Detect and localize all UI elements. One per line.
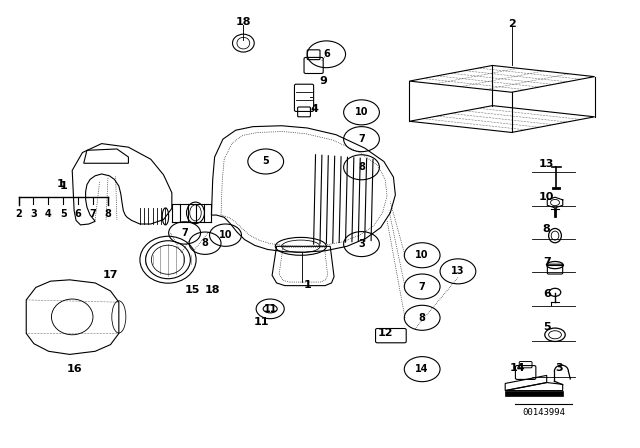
Text: 18: 18 bbox=[236, 17, 251, 27]
Text: 14: 14 bbox=[510, 363, 526, 373]
Text: 7: 7 bbox=[90, 209, 97, 219]
Text: 3: 3 bbox=[556, 363, 563, 373]
Text: 2: 2 bbox=[15, 209, 22, 219]
Text: 7: 7 bbox=[543, 257, 550, 267]
Text: 5: 5 bbox=[543, 322, 550, 332]
Text: 6: 6 bbox=[75, 209, 81, 219]
Text: 12: 12 bbox=[378, 327, 393, 337]
Text: 2: 2 bbox=[508, 19, 515, 29]
Text: 4: 4 bbox=[311, 104, 319, 114]
Text: 3: 3 bbox=[358, 239, 365, 249]
Text: 11: 11 bbox=[264, 304, 277, 314]
Text: 8: 8 bbox=[104, 209, 111, 219]
Text: 7: 7 bbox=[358, 134, 365, 144]
Text: 11: 11 bbox=[253, 317, 269, 327]
Text: 10: 10 bbox=[415, 250, 429, 260]
Text: 7: 7 bbox=[181, 228, 188, 238]
Text: 14: 14 bbox=[415, 364, 429, 374]
Text: 18: 18 bbox=[205, 285, 220, 295]
Text: 1: 1 bbox=[60, 181, 67, 191]
Text: 8: 8 bbox=[358, 162, 365, 172]
Text: 17: 17 bbox=[103, 270, 118, 280]
Text: 6: 6 bbox=[323, 49, 330, 59]
Text: 10: 10 bbox=[219, 230, 232, 240]
Text: 1: 1 bbox=[57, 179, 65, 189]
Text: 5: 5 bbox=[262, 156, 269, 167]
Text: 8: 8 bbox=[543, 224, 550, 234]
Text: 8: 8 bbox=[419, 313, 426, 323]
Text: 00143994: 00143994 bbox=[522, 408, 565, 417]
Text: 8: 8 bbox=[202, 238, 209, 248]
Text: 10: 10 bbox=[355, 108, 368, 117]
Text: 10: 10 bbox=[539, 192, 554, 202]
Text: 6: 6 bbox=[543, 289, 550, 299]
Polygon shape bbox=[505, 391, 563, 396]
Text: 15: 15 bbox=[184, 285, 200, 295]
Text: 9: 9 bbox=[319, 76, 327, 86]
Text: 3: 3 bbox=[30, 209, 37, 219]
Text: 16: 16 bbox=[67, 364, 82, 374]
Text: 1: 1 bbox=[303, 280, 311, 290]
Text: 13: 13 bbox=[451, 267, 465, 276]
Text: 7: 7 bbox=[419, 281, 426, 292]
Text: 4: 4 bbox=[45, 209, 52, 219]
Text: 5: 5 bbox=[60, 209, 67, 219]
Text: 13: 13 bbox=[539, 159, 554, 169]
